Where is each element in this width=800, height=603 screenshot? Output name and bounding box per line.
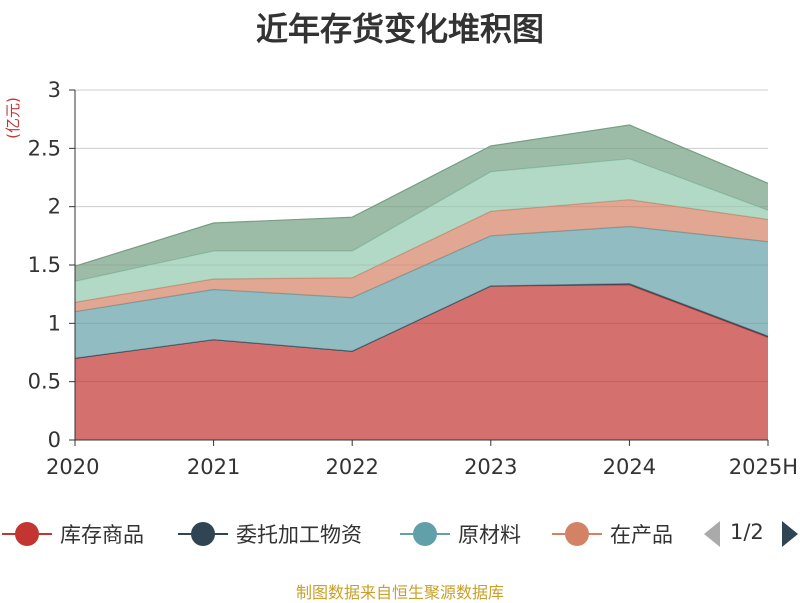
legend-swatch-icon — [552, 514, 602, 554]
legend-label: 委托加工物资 — [236, 523, 362, 547]
y-tick-label: 1 — [48, 311, 61, 335]
area-series-4 — [75, 158, 768, 303]
legend-prev-page-icon[interactable] — [704, 521, 720, 547]
area-series-3 — [75, 199, 768, 312]
y-tick-label: 1.5 — [28, 253, 61, 277]
legend-label: 原材料 — [458, 523, 521, 547]
stacked-areas — [74, 124, 769, 440]
x-tick-label: 2025H — [729, 455, 798, 479]
legend-pager: 1/2 — [700, 514, 800, 554]
legend-swatch-icon — [400, 514, 450, 554]
legend-label: 在产品 — [610, 523, 673, 547]
legend-item-2[interactable]: 原材料 — [400, 514, 521, 554]
y-tick-label: 2 — [48, 195, 61, 219]
y-tick-label: 2.5 — [28, 136, 61, 160]
y-axis-label: (亿元) — [4, 97, 22, 139]
y-tick-label: 3 — [48, 78, 61, 102]
axes: 0 0.5 1 1.5 2 2.5 3 2020 2021 2022 2023 2024 2025H — [28, 78, 798, 479]
area-series-2 — [75, 226, 768, 359]
x-tick-label: 2022 — [325, 455, 378, 479]
area-series-5 — [75, 125, 768, 282]
source-note: 制图数据来自恒生聚源数据库 — [295, 583, 504, 602]
x-tick-label: 2020 — [46, 455, 99, 479]
x-tick-label: 2021 — [187, 455, 240, 479]
x-tick-label: 2023 — [464, 455, 517, 479]
area-line-series-5 — [74, 124, 769, 267]
legend-swatch-icon — [2, 514, 52, 554]
area-series-0 — [75, 284, 768, 440]
y-tick-label: 0 — [48, 428, 61, 452]
chart-title: 近年存货变化堆积图 — [255, 10, 544, 48]
legend-page-indicator: 1/2 — [730, 520, 764, 544]
legend-items: 库存商品 委托加工物资 原材料 在产品 — [0, 514, 688, 554]
legend-next-page-icon[interactable] — [782, 521, 798, 547]
legend-item-3[interactable]: 在产品 — [552, 514, 673, 554]
y-tick-label: 0.5 — [28, 370, 61, 394]
legend-swatch-icon — [178, 514, 228, 554]
legend: 库存商品 委托加工物资 原材料 在产品 1/2 — [0, 514, 800, 554]
legend-item-0[interactable]: 库存商品 — [2, 514, 144, 554]
legend-item-1[interactable]: 委托加工物资 — [178, 514, 362, 554]
legend-label: 库存商品 — [60, 523, 144, 547]
x-tick-label: 2024 — [603, 455, 656, 479]
